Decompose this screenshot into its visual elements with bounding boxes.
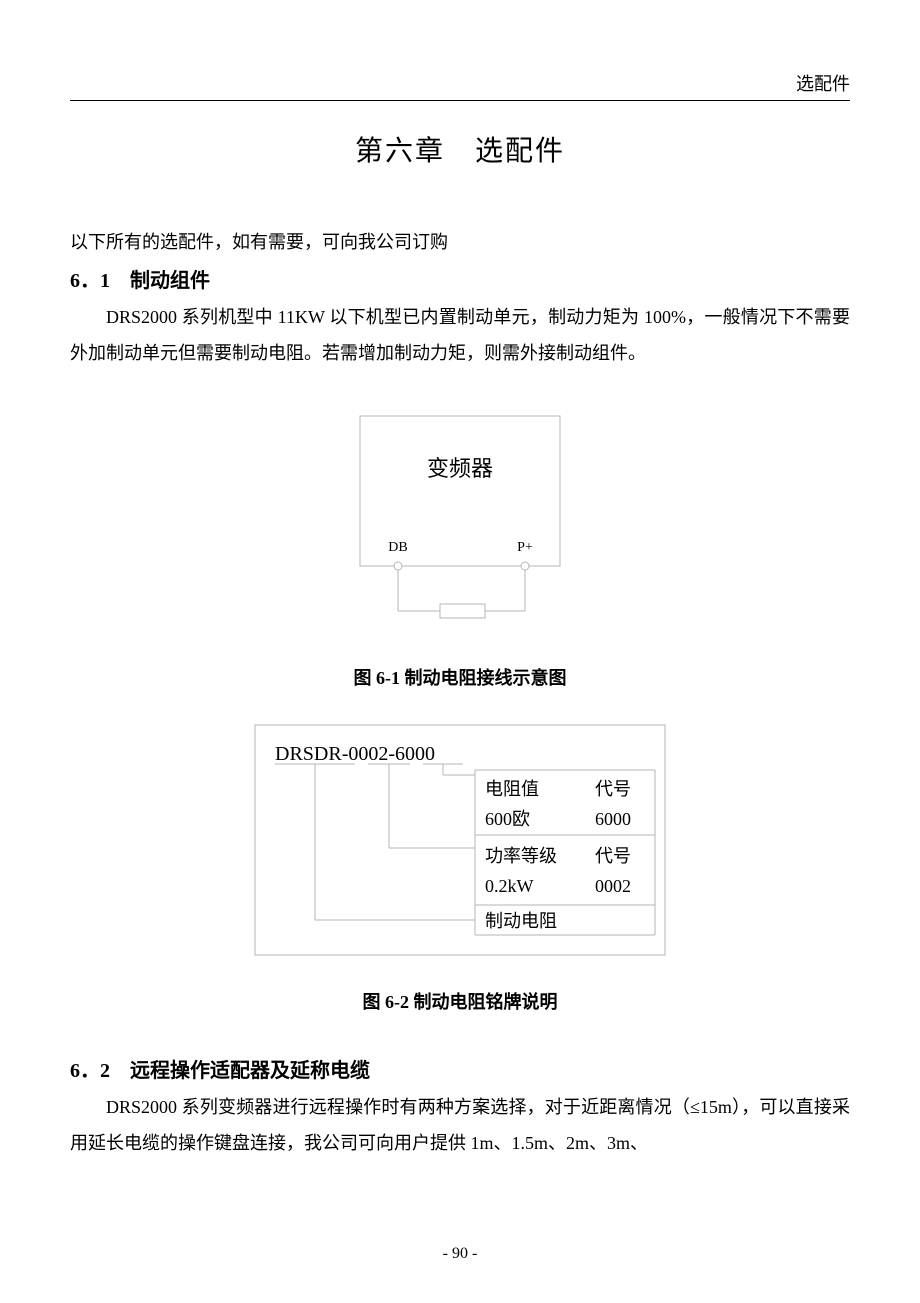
figure-6-1-caption-num: 图 6-1 [354, 668, 401, 688]
figure-6-2-caption-num: 图 6-2 [363, 992, 410, 1012]
figure-6-1-caption: 图 6-1 制动电阻接线示意图 [70, 664, 850, 690]
figure-6-1-caption-text: 制动电阻接线示意图 [400, 668, 567, 688]
terminal-db-label: DB [388, 540, 407, 555]
figure-6-1-diagram: 变频器 DB P+ [70, 406, 850, 636]
fig2-r1-c1: 600欧 [485, 809, 530, 829]
figure-6-2-caption: 图 6-2 制动电阻铭牌说明 [70, 988, 850, 1014]
page-number: - 90 - [0, 1245, 920, 1263]
fig2-r1-c2: 6000 [595, 809, 631, 829]
nameplate-explain-svg: DRSDR-0002-6000 电阻值 代号 600欧 6000 功率等级 代号… [250, 720, 670, 960]
braking-resistor-wiring-svg: 变频器 DB P+ [330, 406, 590, 636]
fig2-r2-c2: 代号 [595, 846, 631, 866]
fig2-r3-c2: 0002 [595, 876, 631, 896]
section-1-paragraph: DRS2000 系列机型中 11KW 以下机型已内置制动单元，制动力矩为 100… [70, 299, 850, 371]
fig2-r0-c1: 电阻值 [485, 779, 539, 799]
fig2-r2-c1: 功率等级 [485, 846, 557, 866]
section-2-heading: 6．2 远程操作适配器及延称电缆 [70, 1054, 850, 1083]
page-header: 选配件 [70, 70, 850, 101]
fig2-r4-c1: 制动电阻 [485, 911, 557, 931]
model-code-text: DRSDR-0002-6000 [275, 743, 435, 765]
figure-6-2-caption-text: 制动电阻铭牌说明 [409, 992, 558, 1012]
inverter-box-label: 变频器 [427, 456, 493, 481]
header-right-text: 选配件 [796, 74, 850, 94]
intro-paragraph: 以下所有的选配件，如有需要，可向我公司订购 [70, 224, 850, 260]
resistor-symbol [440, 604, 485, 618]
fig2-r0-c2: 代号 [595, 779, 631, 799]
section-2-paragraph: DRS2000 系列变频器进行远程操作时有两种方案选择，对于近距离情况（≤15m… [70, 1089, 850, 1161]
section-1-heading: 6．1 制动组件 [70, 264, 850, 293]
fig2-r3-c1: 0.2kW [485, 876, 534, 896]
figure-6-2-diagram: DRSDR-0002-6000 电阻值 代号 600欧 6000 功率等级 代号… [70, 720, 850, 960]
chapter-title: 第六章 选配件 [70, 129, 850, 169]
terminal-pplus-label: P+ [517, 540, 533, 555]
